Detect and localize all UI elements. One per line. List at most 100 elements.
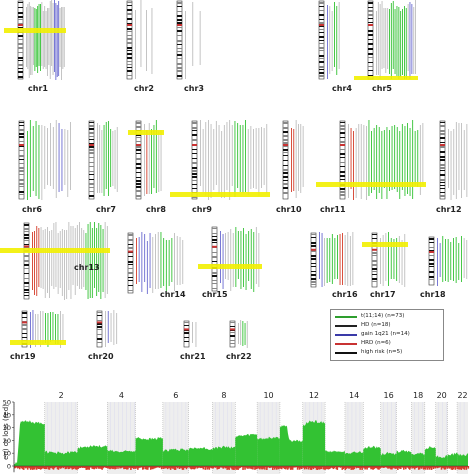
chr6-track (67, 130, 69, 197)
chr1-track (47, 8, 48, 76)
loss-mark (229, 466, 231, 468)
chr11-track (389, 130, 390, 191)
loss-mark (298, 466, 301, 470)
loss-mark (212, 466, 215, 469)
loss-mark (14, 466, 16, 469)
chr19-label: chr19 (10, 352, 36, 361)
chr16-track (326, 238, 328, 283)
chr13-track (85, 233, 87, 290)
loss-mark (190, 466, 193, 470)
chr6-track (58, 123, 60, 192)
loss-mark (457, 466, 460, 470)
loss-mark (343, 466, 346, 469)
chr11-track (350, 128, 352, 189)
loss-mark (65, 466, 68, 469)
chr17-tracks (380, 232, 406, 287)
chr15-track (240, 231, 242, 289)
chr14-track (163, 238, 165, 286)
loss-mark (433, 466, 436, 468)
chr4-track (327, 5, 328, 79)
loss-mark (258, 466, 260, 469)
loss-mark (248, 466, 250, 468)
loss-mark (179, 466, 182, 468)
loss-mark (351, 466, 353, 470)
loss-mark (112, 466, 114, 470)
chr18-tracks (437, 236, 468, 286)
chr11-track (396, 127, 398, 192)
chr18-track (453, 238, 454, 281)
loss-mark (345, 466, 348, 469)
loss-mark (121, 466, 123, 468)
loss-mark (339, 466, 342, 468)
chr17-track (385, 233, 387, 281)
loss-mark (467, 466, 470, 469)
loss-mark (320, 466, 323, 470)
gain-area-chr18 (411, 452, 425, 466)
chr11-label: chr11 (320, 205, 346, 214)
loss-mark (395, 466, 397, 469)
chr21-track (192, 322, 193, 343)
chr11-track (378, 127, 380, 193)
chr19-tracks (30, 310, 64, 348)
y-tick-label: 30 (3, 424, 11, 432)
loss-mark (439, 466, 442, 468)
loss-mark (168, 466, 171, 469)
loss-mark (349, 466, 352, 469)
gain-area-chr8 (212, 445, 236, 466)
loss-mark (394, 466, 396, 469)
loss-mark (399, 466, 401, 469)
loss-mark (284, 466, 287, 470)
chr11-track (401, 124, 403, 190)
loss-mark (429, 466, 432, 469)
chr15-track (222, 234, 224, 289)
loss-mark (259, 466, 261, 470)
loss-mark (103, 466, 105, 468)
loss-mark (330, 466, 333, 468)
loss-mark (273, 466, 275, 468)
loss-mark (292, 466, 295, 468)
loss-mark (427, 466, 430, 469)
gain-area-chr4 (107, 449, 136, 466)
loss-mark (413, 466, 416, 470)
loss-mark (82, 466, 85, 468)
chr17-track (393, 239, 395, 279)
loss-mark (102, 466, 104, 469)
loss-mark (369, 466, 371, 468)
chr11-track (348, 124, 349, 198)
chr6-track (50, 123, 51, 186)
chr14-track (144, 234, 146, 282)
chr5-track (396, 6, 398, 76)
loss-mark (331, 466, 334, 468)
chr9-track (210, 124, 212, 198)
legend-label: HRD (n=6) (361, 340, 391, 346)
loss-mark (73, 466, 76, 469)
chr12-ideogram (439, 120, 446, 200)
chr-top-label: 6 (173, 391, 178, 400)
loss-mark (108, 466, 110, 469)
y-axis-label: en) or loss (red) (1, 404, 10, 460)
legend-swatch (335, 352, 357, 354)
chr4-ideogram (318, 0, 325, 80)
loss-mark (157, 466, 160, 468)
gain-area-chr16 (380, 452, 397, 466)
chr1-track (61, 7, 62, 80)
chr13-track (55, 222, 57, 287)
loss-mark (461, 466, 464, 469)
loss-mark (172, 466, 175, 469)
chr7-ideogram (88, 120, 95, 200)
loss-mark (233, 466, 235, 470)
chr13-track (59, 231, 61, 288)
loss-mark (325, 466, 328, 469)
loss-mark (441, 466, 444, 468)
loss-mark (436, 466, 439, 469)
loss-mark (19, 466, 22, 468)
loss-mark (411, 466, 414, 469)
loss-mark (242, 466, 244, 470)
chr1-track (33, 7, 34, 65)
loss-mark (321, 466, 324, 468)
loss-mark (214, 466, 217, 468)
chr8-track (146, 130, 148, 194)
loss-mark (188, 466, 191, 468)
chr14-track (146, 241, 148, 294)
loss-mark (114, 466, 116, 470)
